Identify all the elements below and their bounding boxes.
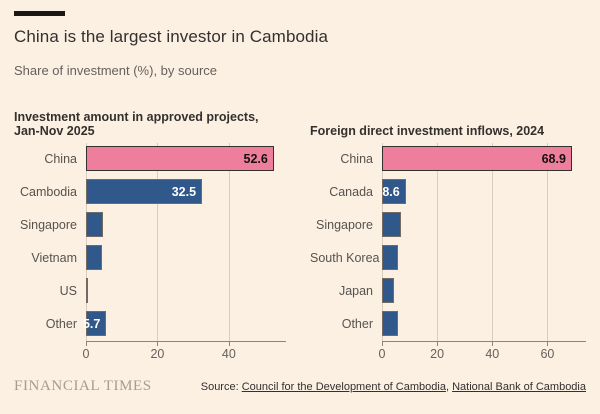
category-label: US	[59, 284, 77, 298]
chart-body: China 68.9 Canada 8.6 Singapore South Korea Ja…	[310, 143, 586, 361]
chart-title: Foreign direct investment inflows, 2024	[310, 124, 545, 139]
source-prefix: Source:	[200, 381, 239, 393]
bar-track	[382, 308, 586, 341]
axis-tick-label-40: 40	[221, 347, 236, 361]
bar-row-other: Other	[310, 308, 586, 341]
bar-row-vietnam: Vietnam	[14, 242, 286, 275]
chart-title: Investment amount in approved projects, …	[14, 109, 259, 139]
axis-tick-label-20: 20	[430, 347, 445, 361]
bar-row-us: US	[14, 275, 286, 308]
bar-vietnam	[86, 245, 103, 270]
axis-tick-40	[228, 342, 230, 346]
axis-tick-label-20: 20	[150, 347, 165, 361]
bar-cambodia: 32.5	[86, 179, 203, 204]
source-separator: ,	[445, 381, 450, 393]
category-label: Cambodia	[20, 185, 77, 199]
axis-tick-label-0: 0	[378, 347, 386, 361]
chart-body: China 52.6 Cambodia 32.5 Singapore Vietnam US O…	[14, 143, 286, 361]
axis-tick-60	[547, 342, 549, 346]
gridline-20	[437, 143, 439, 341]
bar-value-label: 5.7	[82, 316, 101, 331]
bar-china: 52.6	[86, 146, 274, 171]
motif-bar	[14, 11, 65, 16]
bar-china: 68.9	[382, 146, 572, 171]
bar-track	[86, 242, 286, 275]
bar-value-label: 32.5	[171, 184, 197, 199]
page-title: China is the largest investor in Cambodi…	[14, 27, 329, 46]
bar-track	[86, 275, 286, 308]
plot-gridlines	[86, 143, 286, 341]
bar-other	[382, 311, 399, 336]
bar-track: 68.9	[382, 143, 586, 176]
ft-logo: FINANCIAL TIMES	[14, 378, 152, 394]
bar-row-china: China 68.9	[310, 143, 586, 176]
bar-track: 8.6	[382, 176, 586, 209]
bar-south-korea	[382, 245, 399, 270]
axis-tick-40	[492, 342, 494, 346]
axis-tick-20	[437, 342, 439, 346]
gridline-40	[492, 143, 494, 341]
bar-track	[86, 209, 286, 242]
bar-row-other: Other 5.7	[14, 308, 286, 341]
bar-track: 32.5	[86, 176, 286, 209]
gridline-20	[157, 143, 159, 341]
plot-gridlines	[382, 143, 586, 341]
bar-row-japan: Japan	[310, 275, 586, 308]
bar-track: 5.7	[83, 308, 286, 341]
bar-row-china: China 52.6	[14, 143, 286, 176]
bar-canada: 8.6	[382, 179, 406, 204]
axis-tick-label-60: 60	[540, 347, 555, 361]
axis-tick-label-0: 0	[82, 347, 90, 361]
gridline-60	[547, 143, 549, 341]
gridline-40	[228, 143, 230, 341]
source-link-cdc[interactable]: Council for the Development of Cambodia	[241, 381, 446, 393]
bar-row-canada: Canada 8.6	[310, 176, 586, 209]
bar-rows: China 52.6 Cambodia 32.5 Singapore Vietnam US O…	[14, 143, 286, 341]
bar-singapore	[86, 212, 104, 237]
source-line: Source: Council for the Development of C…	[201, 381, 586, 393]
category-label: Other	[341, 317, 373, 331]
category-label: Canada	[329, 185, 373, 199]
x-axis: 0 20 40 60	[378, 341, 586, 362]
bar-other: 5.7	[83, 311, 107, 336]
axis-tick-0	[86, 342, 87, 346]
bar-row-singapore: Singapore	[14, 209, 286, 242]
category-label: Singapore	[20, 218, 77, 232]
bar-rows: China 68.9 Canada 8.6 Singapore South Korea Ja…	[310, 143, 586, 341]
bar-row-cambodia: Cambodia 32.5	[14, 176, 286, 209]
axis-tick-label-40: 40	[485, 347, 500, 361]
bar-track: 52.6	[86, 143, 286, 176]
x-axis: 0 20 40	[82, 341, 286, 362]
chart-panel-fdi-inflows: Foreign direct investment inflows, 2024 …	[310, 106, 586, 361]
gridline-0	[382, 143, 383, 341]
gridline-0	[86, 143, 87, 341]
chart-panel-approved-projects: Investment amount in approved projects, …	[14, 106, 286, 361]
bar-track	[382, 209, 586, 242]
bar-value-label: 68.9	[541, 151, 566, 166]
source-link-nbc[interactable]: National Bank of Cambodia	[452, 381, 586, 393]
page-subtitle: Share of investment (%), by source	[14, 63, 218, 78]
category-label: Japan	[338, 284, 373, 298]
bar-row-south-korea: South Korea	[310, 242, 586, 275]
bar-track	[382, 275, 586, 308]
category-label: Other	[45, 317, 77, 331]
bar-us	[86, 278, 88, 303]
bar-value-label: 52.6	[243, 151, 268, 166]
bar-track	[382, 242, 586, 275]
axis-tick-0	[382, 342, 383, 346]
axis-tick-20	[157, 342, 159, 346]
category-label: Vietnam	[31, 251, 77, 265]
category-label: Singapore	[316, 218, 373, 232]
category-label: China	[340, 152, 373, 166]
category-label: China	[44, 152, 77, 166]
bar-japan	[382, 278, 394, 303]
bar-row-singapore: Singapore	[310, 209, 586, 242]
bar-value-label: 8.6	[382, 184, 400, 199]
category-label: South Korea	[310, 251, 380, 265]
bar-singapore	[382, 212, 402, 237]
